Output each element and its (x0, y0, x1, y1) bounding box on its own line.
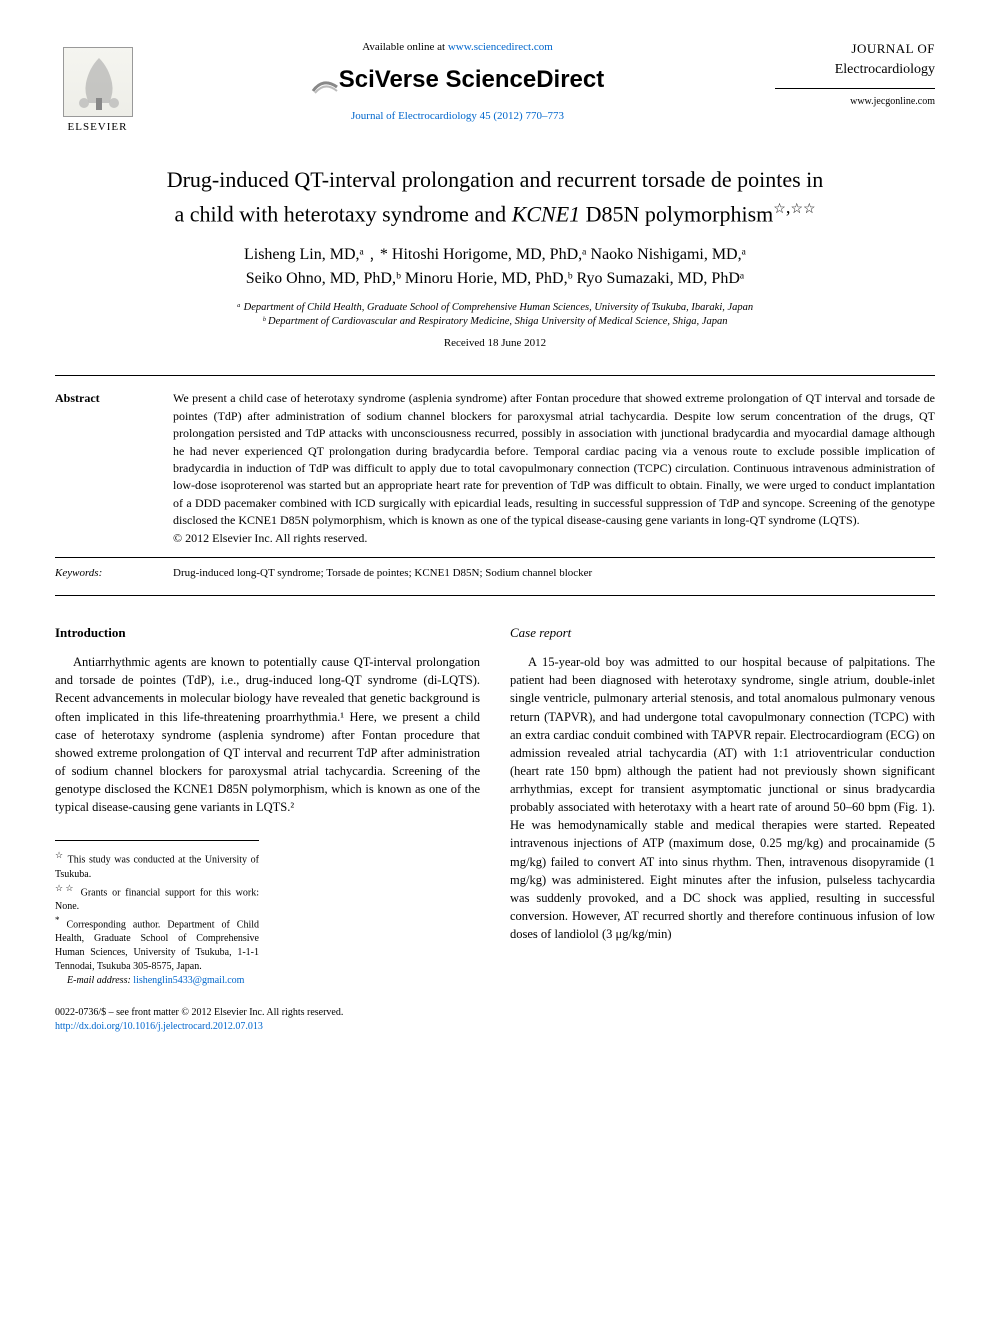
abstract-text: We present a child case of heterotaxy sy… (173, 390, 935, 547)
sciencedirect-link[interactable]: www.sciencedirect.com (448, 41, 553, 53)
journal-subtitle: Electrocardiology (775, 60, 935, 80)
elsevier-tree-icon (63, 47, 133, 117)
body-columns: Introduction Antiarrhythmic agents are k… (55, 624, 935, 988)
doi-link[interactable]: http://dx.doi.org/10.1016/j.jelectrocard… (55, 1021, 263, 1032)
star-icon: ☆ (55, 850, 64, 860)
header-right: JOURNAL OF Electrocardiology www.jecgonl… (775, 40, 935, 109)
issn-line: 0022-0736/$ – see front matter © 2012 El… (55, 1006, 935, 1020)
left-column: Introduction Antiarrhythmic agents are k… (55, 624, 480, 988)
journal-name: JOURNAL OF (775, 40, 935, 58)
abstract-label: Abstract (55, 390, 145, 547)
elsevier-label: ELSEVIER (68, 120, 128, 135)
divider (775, 88, 935, 89)
journal-citation: Journal of Electrocardiology 45 (2012) 7… (160, 109, 755, 124)
keywords-text: Drug-induced long-QT syndrome; Torsade d… (173, 566, 935, 581)
affiliations: ᵃ Department of Child Health, Graduate S… (55, 301, 935, 330)
introduction-text: Antiarrhythmic agents are known to poten… (55, 653, 480, 816)
authors: Lisheng Lin, MD,ᵃ﹐* Hitoshi Horigome, MD… (55, 243, 935, 291)
journal-header: ELSEVIER Available online at www.science… (55, 40, 935, 135)
right-column: Case report A 15-year-old boy was admitt… (510, 624, 935, 988)
sciverse-swoosh-icon (311, 71, 339, 91)
available-online: Available online at www.sciencedirect.co… (160, 40, 755, 55)
bottom-meta: 0022-0736/$ – see front matter © 2012 El… (55, 1006, 935, 1034)
case-report-heading: Case report (510, 624, 935, 643)
doublestar-icon: ☆☆ (55, 883, 76, 893)
introduction-heading: Introduction (55, 624, 480, 643)
email-link[interactable]: lishenglin5433@gmail.com (133, 975, 244, 986)
case-report-text: A 15-year-old boy was admitted to our ho… (510, 653, 935, 943)
footnote-star1-icon: ☆ (773, 202, 786, 217)
journal-website: www.jecgonline.com (775, 95, 935, 109)
keywords-label: Keywords: (55, 566, 145, 581)
abstract-block: Abstract We present a child case of hete… (55, 375, 935, 596)
header-center: Available online at www.sciencedirect.co… (140, 40, 775, 124)
citation-link[interactable]: Journal of Electrocardiology 45 (2012) 7… (351, 110, 564, 122)
article-title: Drug-induced QT-interval prolongation an… (55, 165, 935, 229)
asterisk-icon: * (55, 915, 60, 925)
received-date: Received 18 June 2012 (55, 336, 935, 351)
sciverse-logo: SciVerse ScienceDirect (311, 63, 605, 97)
footnote-star2-icon: ☆☆ (790, 202, 815, 217)
elsevier-logo: ELSEVIER (55, 40, 140, 135)
footnotes: ☆ This study was conducted at the Univer… (55, 840, 259, 988)
